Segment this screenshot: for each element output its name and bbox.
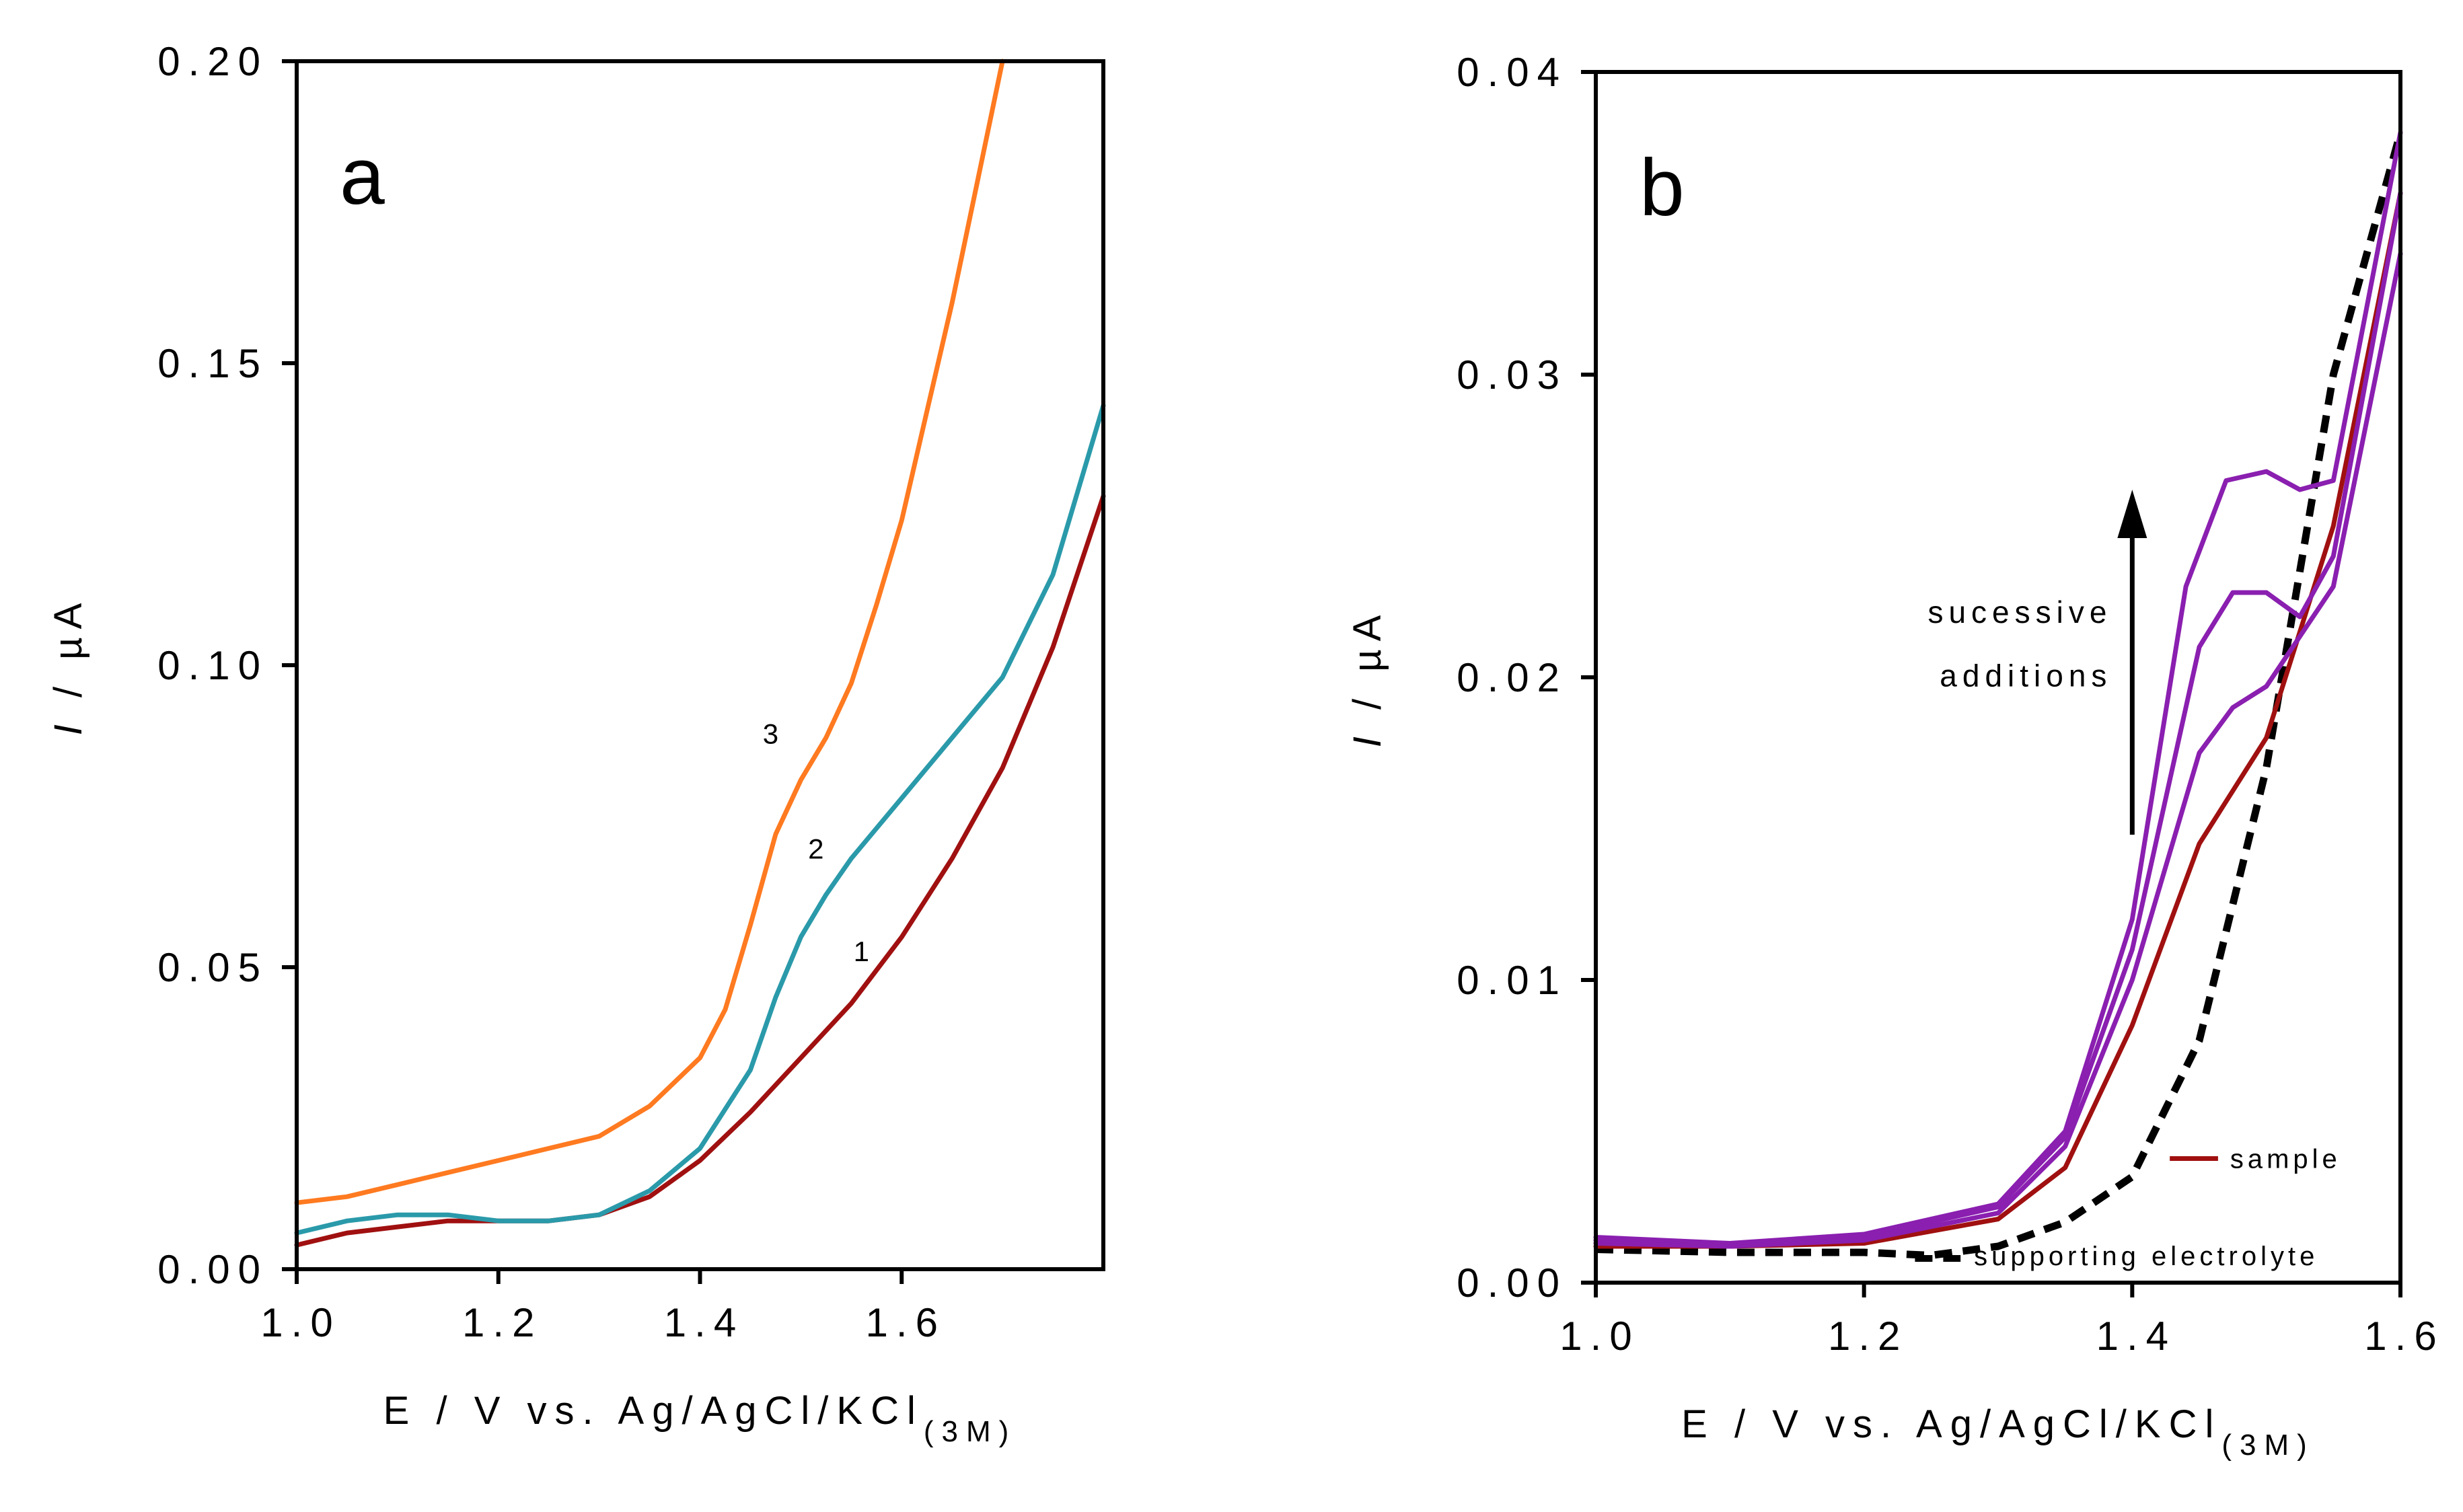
x-tick-label: 1.4 bbox=[2096, 1314, 2176, 1359]
y-tick-label: 0.15 bbox=[157, 341, 268, 386]
series-line-sample bbox=[1593, 190, 2403, 1249]
annotation-line-2: additions bbox=[1940, 658, 2112, 693]
panel-b-chart: 1.0 1.2 1.4 1.6 0.00 0.01 0.02 0.03 0.04 b suces… bbox=[1346, 50, 2444, 1462]
series-line-3 bbox=[294, 59, 1005, 1205]
y-tick-label: 0.03 bbox=[1457, 352, 1568, 398]
panel-a-curve-labels: 1 2 3 bbox=[763, 718, 869, 967]
y-tick-label: 0.20 bbox=[157, 39, 268, 84]
curve-label-2: 2 bbox=[808, 833, 823, 864]
panel-a-y-axis-unit: / µA bbox=[46, 595, 90, 716]
x-tick-label: 1.2 bbox=[462, 1300, 542, 1345]
x-tick-label: 1.6 bbox=[866, 1300, 946, 1345]
panel-a-x-axis-label: E / V vs. Ag/AgCl/KCl bbox=[383, 1389, 924, 1433]
panel-b-y-axis-symbol: I bbox=[1346, 728, 1389, 747]
panel-b-x-axis-subscript: (3M) bbox=[2221, 1429, 2314, 1462]
y-tick-label: 0.00 bbox=[1457, 1260, 1568, 1306]
panel-a-chart: 1 2 3 1.0 1.2 1.4 1.6 0.00 0.05 0.10 0.15 0.20 a E… bbox=[46, 39, 1106, 1448]
panel-a-y-axis-symbol: I bbox=[46, 716, 90, 735]
panel-b-legend: sample supporting electrolyte bbox=[1915, 1145, 2341, 1271]
y-tick-label: 0.01 bbox=[1457, 958, 1568, 1003]
panel-a-x-axis-subscript: (3M) bbox=[924, 1415, 1017, 1448]
panel-b-y-axis-title: I / µA bbox=[1346, 607, 1389, 748]
y-tick-label: 0.04 bbox=[1457, 50, 1568, 95]
panel-b-letter: b bbox=[1640, 143, 1685, 233]
panel-a-curves bbox=[294, 59, 1106, 1248]
panel-a-x-axis-title: E / V vs. Ag/AgCl/KCl(3M) bbox=[383, 1389, 1017, 1448]
y-tick-label: 0.10 bbox=[157, 643, 268, 688]
panel-b-x-axis-label: E / V vs. Ag/AgCl/KCl bbox=[1681, 1402, 2221, 1446]
panel-b-x-axis-title: E / V vs. Ag/AgCl/KCl(3M) bbox=[1681, 1402, 2315, 1462]
legend-label-sample: sample bbox=[2230, 1145, 2341, 1174]
panel-a-plot-frame bbox=[295, 59, 1105, 1271]
panel-a-y-axis-title: I / µA bbox=[46, 595, 90, 736]
series-line-curve-5 bbox=[1593, 130, 2403, 1246]
curve-label-3: 3 bbox=[763, 718, 778, 750]
x-tick-label: 1.2 bbox=[1828, 1314, 1908, 1359]
series-line-2 bbox=[294, 403, 1106, 1236]
annotation-arrow-head bbox=[2117, 490, 2147, 538]
x-tick-label: 1.6 bbox=[2364, 1314, 2444, 1359]
panel-a-letter: a bbox=[340, 131, 385, 221]
series-line-curve-4 bbox=[1593, 190, 2403, 1249]
panel-a-ticks: 1.0 1.2 1.4 1.6 0.00 0.05 0.10 0.15 0.20 bbox=[157, 39, 946, 1345]
x-tick-label: 1.0 bbox=[1559, 1314, 1640, 1359]
series-line-curve-3 bbox=[1593, 251, 2403, 1249]
y-tick-label: 0.02 bbox=[1457, 655, 1568, 700]
y-tick-label: 0.05 bbox=[157, 945, 268, 990]
curve-label-1: 1 bbox=[854, 936, 869, 967]
panel-b-y-axis-unit: / µA bbox=[1346, 607, 1389, 728]
legend-label-supporting-electrolyte: supporting electrolyte bbox=[1974, 1242, 2318, 1271]
panel-b-ticks: 1.0 1.2 1.4 1.6 0.00 0.01 0.02 0.03 0.04 bbox=[1457, 50, 2444, 1359]
successive-additions-annotation: sucessive additions bbox=[1927, 490, 2147, 835]
panel-b-plot-frame bbox=[1594, 70, 2402, 1285]
y-tick-label: 0.00 bbox=[157, 1247, 268, 1292]
panel-b-curves bbox=[1593, 130, 2404, 1259]
series-line-1 bbox=[294, 494, 1106, 1248]
annotation-line-1: sucessive bbox=[1927, 595, 2112, 630]
x-tick-label: 1.4 bbox=[664, 1300, 744, 1345]
x-tick-label: 1.0 bbox=[260, 1300, 340, 1345]
